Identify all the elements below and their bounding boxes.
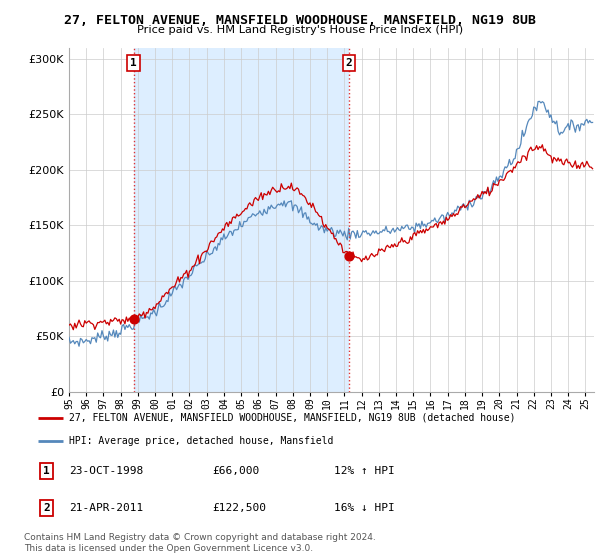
- Text: 27, FELTON AVENUE, MANSFIELD WOODHOUSE, MANSFIELD, NG19 8UB: 27, FELTON AVENUE, MANSFIELD WOODHOUSE, …: [64, 14, 536, 27]
- Point: [129, 314, 139, 323]
- Text: 27, FELTON AVENUE, MANSFIELD WOODHOUSE, MANSFIELD, NG19 8UB (detached house): 27, FELTON AVENUE, MANSFIELD WOODHOUSE, …: [68, 413, 515, 423]
- Text: 1: 1: [43, 466, 50, 476]
- Text: 2: 2: [346, 58, 352, 68]
- Text: Price paid vs. HM Land Registry's House Price Index (HPI): Price paid vs. HM Land Registry's House …: [137, 25, 463, 35]
- Text: 2: 2: [43, 503, 50, 513]
- Text: Contains HM Land Registry data © Crown copyright and database right 2024.
This d: Contains HM Land Registry data © Crown c…: [24, 533, 376, 553]
- Text: 23-OCT-1998: 23-OCT-1998: [68, 466, 143, 476]
- Text: 1: 1: [130, 58, 137, 68]
- Text: HPI: Average price, detached house, Mansfield: HPI: Average price, detached house, Mans…: [68, 436, 333, 446]
- Bar: [134, 48, 349, 392]
- Text: 12% ↑ HPI: 12% ↑ HPI: [334, 466, 394, 476]
- Point: [344, 251, 353, 260]
- Text: £122,500: £122,500: [212, 503, 266, 513]
- Text: 16% ↓ HPI: 16% ↓ HPI: [334, 503, 394, 513]
- Text: 21-APR-2011: 21-APR-2011: [68, 503, 143, 513]
- Text: £66,000: £66,000: [212, 466, 259, 476]
